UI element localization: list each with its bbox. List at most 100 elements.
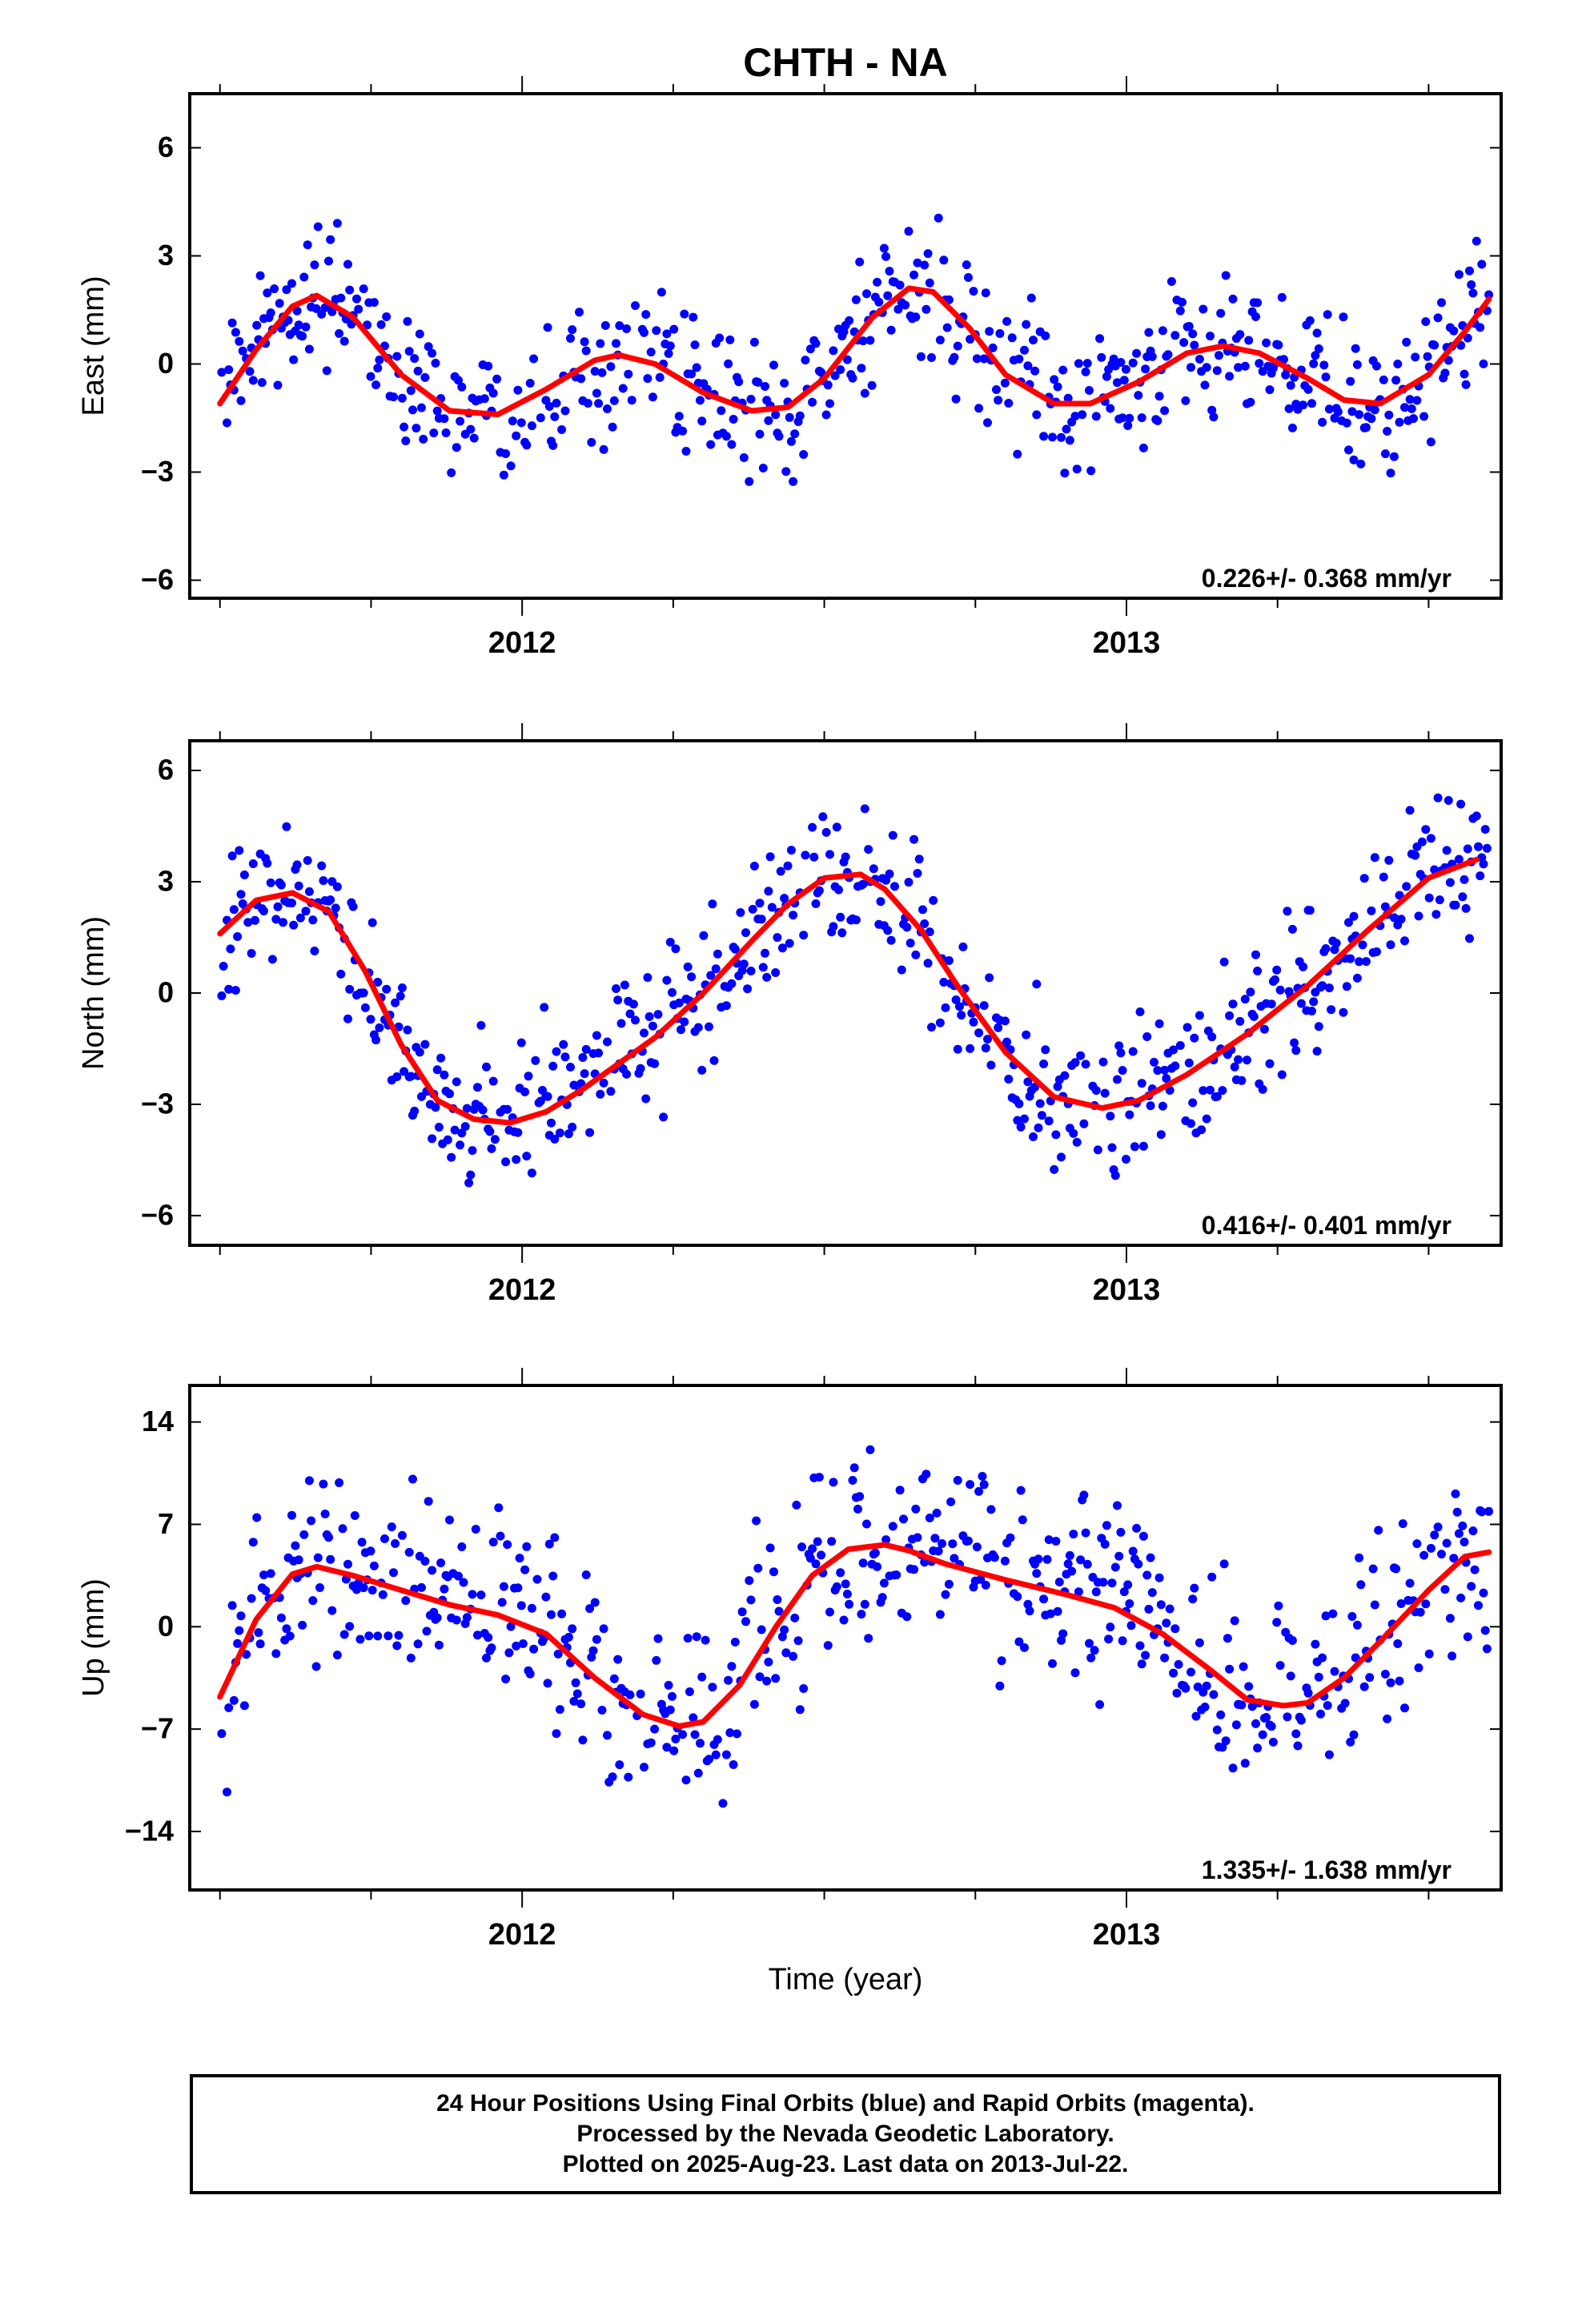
data-point	[1479, 859, 1488, 869]
data-point	[236, 1611, 246, 1621]
data-point	[1144, 1604, 1154, 1614]
data-point	[568, 1122, 577, 1132]
data-point	[299, 272, 309, 282]
data-point	[1228, 1763, 1238, 1773]
data-point	[219, 962, 228, 971]
data-point	[410, 354, 420, 364]
data-point	[522, 440, 532, 450]
data-point	[1200, 380, 1210, 390]
data-point	[231, 328, 240, 337]
data-point	[811, 339, 821, 348]
data-point	[749, 1699, 759, 1709]
data-point	[1095, 1700, 1105, 1709]
data-point	[1199, 304, 1208, 314]
data-point	[544, 1539, 554, 1549]
data-point	[890, 882, 899, 891]
data-point	[769, 1567, 778, 1577]
data-point	[431, 359, 440, 368]
data-point	[233, 1638, 243, 1648]
data-point	[653, 1010, 663, 1019]
data-point	[664, 349, 673, 358]
data-point	[557, 425, 567, 434]
data-point	[1303, 1688, 1313, 1698]
data-point	[1342, 982, 1351, 991]
data-point	[895, 1486, 905, 1495]
data-point	[1268, 1737, 1278, 1747]
data-point	[403, 1025, 412, 1035]
data-point	[271, 1649, 281, 1659]
data-point	[1286, 380, 1295, 390]
data-point	[1225, 372, 1235, 381]
data-point	[336, 969, 346, 979]
data-point	[375, 1023, 384, 1032]
data-point	[1324, 1750, 1334, 1759]
data-point	[769, 360, 778, 370]
data-point	[865, 1445, 875, 1454]
data-point	[224, 984, 234, 994]
data-point	[837, 928, 847, 938]
data-point	[631, 1015, 640, 1025]
data-point	[527, 1168, 536, 1178]
data-point	[799, 931, 809, 940]
data-point	[252, 320, 262, 330]
data-point	[1065, 436, 1074, 445]
data-point	[801, 850, 810, 860]
data-point	[487, 1144, 496, 1153]
data-point	[413, 1639, 423, 1649]
data-point	[1093, 1145, 1102, 1155]
data-point	[499, 470, 508, 480]
data-point	[597, 368, 607, 377]
data-point	[432, 1065, 442, 1075]
data-point	[706, 971, 716, 980]
data-point	[1286, 1671, 1295, 1681]
data-point	[392, 1641, 402, 1651]
data-point	[899, 1514, 908, 1524]
data-point	[1480, 825, 1490, 834]
data-point	[1458, 892, 1468, 902]
data-point	[1412, 1539, 1422, 1549]
data-point	[842, 355, 852, 364]
data-point	[266, 308, 275, 318]
data-point	[547, 1118, 556, 1128]
data-point	[1352, 973, 1362, 983]
data-point	[874, 297, 884, 307]
data-point	[1287, 924, 1297, 934]
data-point	[705, 1755, 713, 1764]
data-point	[1085, 386, 1094, 395]
data-point	[1443, 796, 1453, 805]
data-point	[1244, 336, 1254, 345]
data-point	[693, 1768, 703, 1778]
data-point	[862, 1519, 871, 1529]
data-point	[986, 1505, 996, 1514]
data-point	[1472, 811, 1481, 821]
data-point	[294, 320, 303, 330]
data-point	[531, 1055, 540, 1065]
data-point	[452, 1077, 461, 1087]
data-point	[958, 942, 968, 951]
data-point	[394, 1630, 404, 1640]
data-point	[809, 852, 819, 862]
data-point	[343, 1559, 352, 1569]
data-point	[1433, 313, 1443, 323]
data-point	[1234, 363, 1243, 372]
data-point	[1086, 466, 1096, 476]
data-point	[1484, 1506, 1494, 1516]
data-point	[876, 897, 885, 907]
data-point	[419, 434, 428, 444]
data-point	[504, 1648, 514, 1658]
data-point	[313, 1553, 323, 1562]
data-point	[706, 440, 716, 449]
data-point	[1253, 298, 1263, 308]
data-point	[795, 411, 805, 420]
y-axis-label: Up (mm)	[77, 1578, 110, 1697]
data-point	[1081, 1528, 1090, 1538]
data-point	[1275, 1661, 1285, 1671]
data-point	[1396, 1599, 1406, 1608]
data-point	[294, 1555, 303, 1565]
data-point	[1415, 1607, 1425, 1617]
data-point	[460, 1122, 470, 1132]
data-point	[580, 1069, 589, 1079]
data-point	[387, 1522, 396, 1532]
data-point	[1372, 361, 1381, 371]
data-point	[1411, 850, 1420, 860]
